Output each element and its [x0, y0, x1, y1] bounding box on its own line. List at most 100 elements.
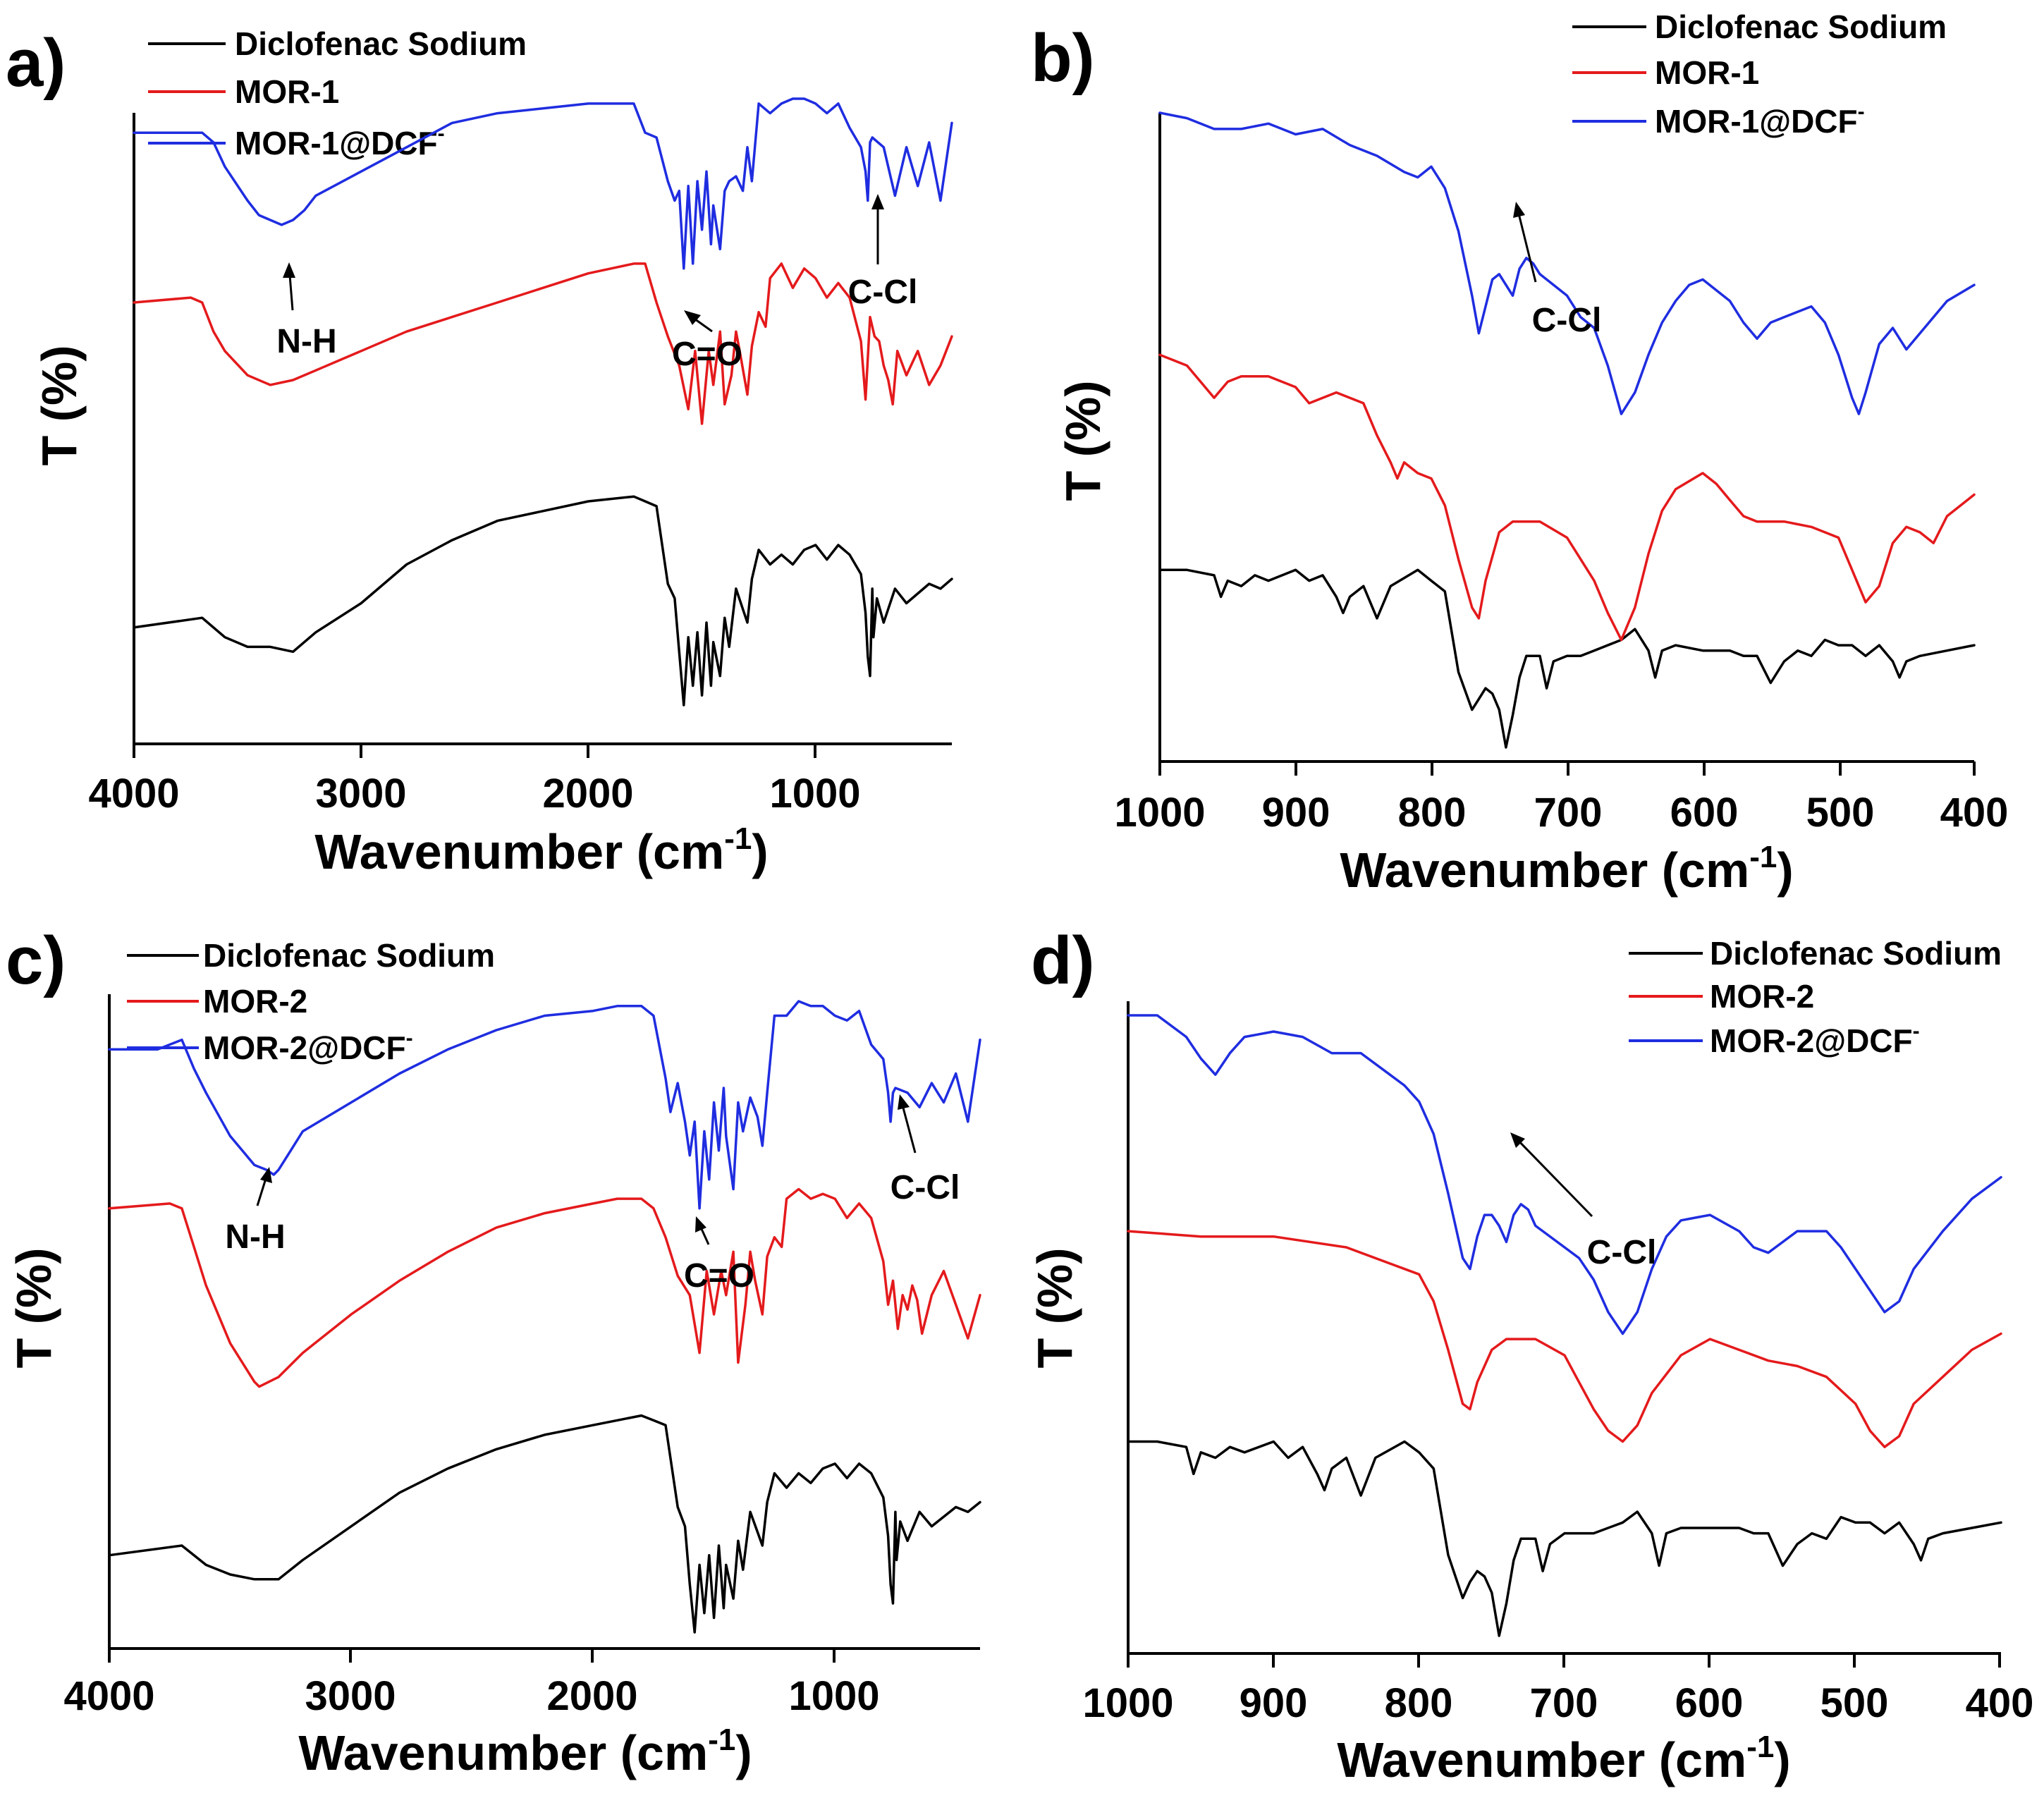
panel-c-legend-label-diclofenac: Diclofenac Sodium [203, 937, 495, 974]
panel-d-xtick-label-500: 500 [1820, 1680, 1889, 1726]
panel-d-annotation-ccl: C-Cl [1510, 1132, 1656, 1271]
panel-a-xtick-label-1000: 1000 [769, 771, 860, 817]
panel-b-xticks: 1000 900 800 700 600 500 400 [1114, 762, 2008, 836]
panel-d-xlabel: Wavenumber (cm-1) [1337, 1730, 1790, 1787]
panel-a-xticks: 4000 3000 2000 1000 [88, 744, 861, 817]
panel-b-legend-label-loaded: MOR-1@DCF- [1655, 100, 1865, 140]
panel-a-legend: Diclofenac Sodium MOR-1 MOR-1@DCF- [148, 25, 527, 161]
panel-d-xtick-label-900: 900 [1240, 1680, 1308, 1726]
panel-c-letter: c) [6, 923, 66, 998]
panel-c-xlabel-sup: -1 [708, 1723, 735, 1757]
panel-c-arrow-ccl [900, 1099, 917, 1154]
panel-d-arrow-ccl [1513, 1135, 1593, 1218]
panel-d-legend-label-mor: MOR-2 [1710, 978, 1814, 1015]
panel-c-series-loaded [108, 1000, 981, 1210]
panel-b-annotation-ccl: C-Cl [1513, 202, 1601, 339]
panel-b-letter: b) [1031, 20, 1095, 96]
panel-a-xtick-label-3000: 3000 [315, 771, 406, 817]
panel-d-letter: d) [1031, 923, 1095, 998]
panel-c-xtick-label-2000: 2000 [546, 1673, 637, 1719]
panel-d-xlabel-main: Wavenumber (cm [1337, 1732, 1746, 1787]
panel-c-legend-label-mor: MOR-2 [203, 983, 307, 1020]
panel-a-letter: a) [6, 25, 66, 101]
panel-d-xtick-label-700: 700 [1530, 1680, 1598, 1726]
panel-d-xticks: 1000 900 800 700 600 500 400 [1082, 1653, 2033, 1726]
panel-d-label-ccl: C-Cl [1587, 1234, 1657, 1271]
panel-b-xtick-label-800: 800 [1398, 790, 1467, 836]
panel-c-label-nh: N-H [225, 1218, 285, 1256]
panel-b-xtick-label-600: 600 [1670, 790, 1739, 836]
panel-c-annotation-nh: N-H [225, 1167, 286, 1256]
panel-b-xlabel: Wavenumber (cm-1) [1340, 840, 1793, 898]
panel-a-label-nh: N-H [276, 323, 336, 360]
panel-b-arrowhead-ccl [1513, 202, 1525, 218]
panel-b-xtick-label-700: 700 [1534, 790, 1603, 836]
panel-a-xlabel-sup: -1 [724, 821, 752, 856]
panel-b: b) Diclofenac Sodium MOR-1 MOR-1@DCF- 10… [1031, 8, 2008, 898]
panel-d-series-mor [1127, 1230, 2002, 1448]
panel-d-xlabel-end: ) [1774, 1732, 1790, 1787]
panel-b-xtick-label-500: 500 [1806, 790, 1875, 836]
panel-c-label-ccl: C-Cl [891, 1169, 960, 1206]
panel-b-series-mor [1158, 353, 1976, 642]
panel-d-legend: Diclofenac Sodium MOR-2 MOR-2@DCF- [1629, 935, 2002, 1059]
panel-d-xtick-label-800: 800 [1385, 1680, 1453, 1726]
panel-d-xtick-label-1000: 1000 [1082, 1680, 1173, 1726]
panel-c-annotation-ccl: C-Cl [891, 1094, 960, 1206]
panel-a-xlabel-end: ) [752, 824, 768, 879]
panel-c-label-co: C=O [684, 1257, 754, 1295]
panel-d: d) Diclofenac Sodium MOR-2 MOR-2@DCF- 10… [1027, 923, 2033, 1787]
panel-c-arrowhead-ccl [898, 1094, 910, 1110]
panel-a-legend-label-mor: MOR-1 [235, 73, 339, 110]
panel-c: c) Diclofenac Sodium MOR-2 MOR-2@DCF- 40… [6, 923, 981, 1780]
panel-c-legend: Diclofenac Sodium MOR-2 MOR-2@DCF- [127, 937, 495, 1066]
panel-b-xtick-label-900: 900 [1262, 790, 1330, 836]
panel-a-legend-loaded-main: MOR-1@DCF [235, 125, 438, 161]
panel-c-ylabel: T (%) [6, 1247, 61, 1368]
panel-b-ylabel: T (%) [1055, 380, 1110, 501]
panel-a-arrowhead-nh [283, 262, 295, 278]
panel-b-legend-label-diclofenac: Diclofenac Sodium [1655, 8, 1947, 45]
panel-b-arrow-ccl [1516, 207, 1537, 283]
panel-b-legend-loaded-sup: - [1858, 100, 1865, 123]
panel-d-legend-loaded-main: MOR-2@DCF [1710, 1022, 1913, 1059]
panel-b-legend-label-mor: MOR-1 [1655, 54, 1759, 91]
panel-b-xtick-label-400: 400 [1940, 790, 2009, 836]
panel-b-legend: Diclofenac Sodium MOR-1 MOR-1@DCF- [1572, 8, 1947, 140]
panel-c-legend-loaded-sup: - [406, 1027, 413, 1050]
panel-a-annotation-nh: N-H [276, 262, 337, 360]
panel-a-legend-label-loaded: MOR-1@DCF- [235, 122, 445, 161]
panel-b-xlabel-sup: -1 [1749, 840, 1777, 874]
panel-a-legend-label-diclofenac: Diclofenac Sodium [235, 25, 527, 62]
panel-b-xlabel-end: ) [1777, 843, 1793, 898]
panel-c-xtick-label-3000: 3000 [305, 1673, 396, 1719]
panel-c-series-diclofenac [108, 1414, 981, 1634]
panel-a-xtick-label-4000: 4000 [88, 771, 179, 817]
panel-b-label-ccl: C-Cl [1532, 302, 1602, 339]
panel-a-ylabel: T (%) [32, 345, 87, 465]
panel-b-xlabel-main: Wavenumber (cm [1340, 843, 1749, 898]
panel-b-legend-loaded-main: MOR-1@DCF [1655, 103, 1858, 140]
panel-a-arrowhead-ccl [871, 194, 884, 209]
panel-a-xtick-label-2000: 2000 [542, 771, 633, 817]
panel-c-series-mor [108, 1187, 981, 1388]
panel-a-xlabel-main: Wavenumber (cm [314, 824, 724, 879]
panel-a-xlabel: Wavenumber (cm-1) [314, 821, 768, 879]
panel-d-legend-label-loaded: MOR-2@DCF- [1710, 1020, 1920, 1059]
panel-a-annotation-co: C=O [672, 310, 742, 373]
panel-d-arrowhead-ccl [1510, 1132, 1525, 1148]
panel-c-legend-label-loaded: MOR-2@DCF- [203, 1027, 413, 1066]
panel-c-arrowhead-co [695, 1216, 706, 1233]
panel-c-xticks: 4000 3000 2000 1000 [63, 1649, 880, 1719]
panel-a-series-diclofenac [133, 495, 953, 707]
panel-d-xtick-label-600: 600 [1675, 1680, 1744, 1726]
panel-b-series-loaded [1158, 111, 1976, 415]
panel-d-series-loaded [1127, 1014, 2002, 1335]
panel-b-xtick-label-1000: 1000 [1114, 790, 1205, 836]
panel-a-arrowhead-co [684, 310, 701, 325]
panel-d-legend-loaded-sup: - [1913, 1020, 1920, 1043]
panel-a-annotation-ccl: C-Cl [848, 194, 917, 311]
panel-a-series-loaded [133, 97, 953, 270]
panel-d-xtick-label-400: 400 [1966, 1680, 2034, 1726]
